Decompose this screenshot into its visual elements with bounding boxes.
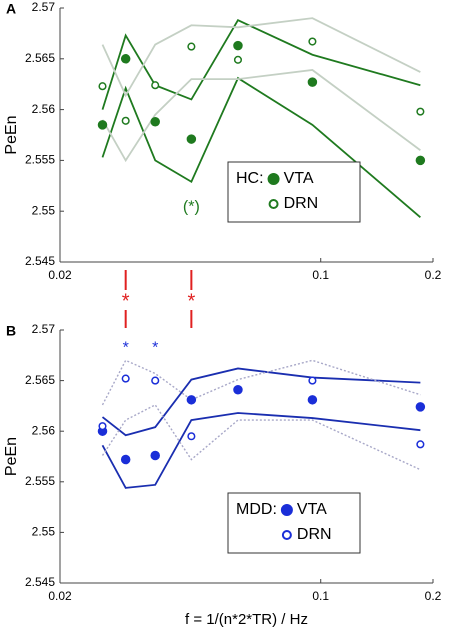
data-point (416, 107, 425, 116)
band-line (101, 69, 421, 163)
x-tick-label: 0.2 (425, 268, 442, 282)
legend-label: VTA (284, 170, 314, 187)
data-point (187, 42, 196, 51)
band-line (101, 412, 421, 489)
data-point (98, 82, 107, 91)
data-point (121, 116, 130, 125)
y-tick-label: 2.545 (25, 254, 55, 268)
legend-marker (267, 173, 280, 185)
legend-label: DRN (297, 526, 332, 543)
comparison-star: * (187, 290, 195, 312)
data-point (120, 54, 131, 64)
data-point (186, 395, 197, 405)
data-point (98, 422, 107, 431)
data-point (186, 134, 197, 144)
data-point (233, 55, 243, 64)
data-point (307, 77, 318, 87)
legend-label: DRN (284, 195, 319, 212)
y-tick-label: 2.56 (32, 423, 56, 437)
annotation: (*) (183, 198, 200, 215)
data-point (150, 117, 160, 127)
data-point (151, 376, 160, 385)
x-tick-label: 0.02 (48, 589, 72, 603)
x-tick-label: 0.02 (48, 268, 72, 282)
data-point (416, 440, 425, 449)
y-tick-label: 2.555 (25, 474, 55, 488)
data-point (415, 155, 426, 166)
annotation: * (123, 339, 129, 356)
data-point (307, 395, 318, 405)
y-tick-label: 2.57 (32, 322, 56, 336)
data-point (233, 40, 243, 51)
y-tick-label: 2.55 (32, 203, 56, 217)
y-tick-label: 2.56 (32, 102, 56, 116)
legend-marker (281, 530, 292, 540)
data-point (308, 37, 317, 46)
band-line (101, 359, 421, 406)
legend-marker (268, 199, 279, 209)
band-line (101, 403, 421, 471)
legend-title: MDD: (236, 501, 277, 518)
legend-marker (280, 504, 293, 516)
data-point (233, 384, 243, 395)
data-point (151, 81, 160, 90)
x-tick-label: 0.1 (312, 268, 329, 282)
x-tick-label: 0.2 (425, 589, 442, 603)
band-line (101, 76, 421, 218)
legend-box (227, 161, 361, 223)
annotation: * (152, 339, 158, 356)
legend-title: HC: (236, 170, 264, 187)
y-tick-label: 2.555 (25, 153, 55, 167)
data-point (187, 432, 196, 441)
band-line (101, 19, 421, 110)
panel-label: B (6, 323, 16, 339)
legend-box (227, 492, 361, 554)
data-point (150, 450, 160, 461)
x-axis-label: f = 1/(n*2*TR) / Hz (185, 611, 308, 628)
y-tick-label: 2.565 (25, 373, 55, 387)
y-axis-label: PeEn (3, 437, 20, 476)
y-tick-label: 2.565 (25, 51, 55, 65)
comparison-star: * (122, 290, 130, 312)
data-point (308, 376, 317, 385)
y-tick-label: 2.57 (32, 0, 56, 14)
data-point (97, 120, 108, 130)
data-point (415, 402, 426, 412)
legend-label: VTA (297, 501, 327, 518)
band-line (101, 17, 421, 98)
y-axis-label: PeEn (3, 115, 20, 154)
y-tick-label: 2.545 (25, 575, 55, 589)
x-tick-label: 0.1 (312, 589, 329, 603)
panel-label: A (6, 1, 16, 17)
data-point (121, 374, 130, 383)
data-point (120, 454, 131, 465)
y-tick-label: 2.55 (32, 525, 56, 539)
